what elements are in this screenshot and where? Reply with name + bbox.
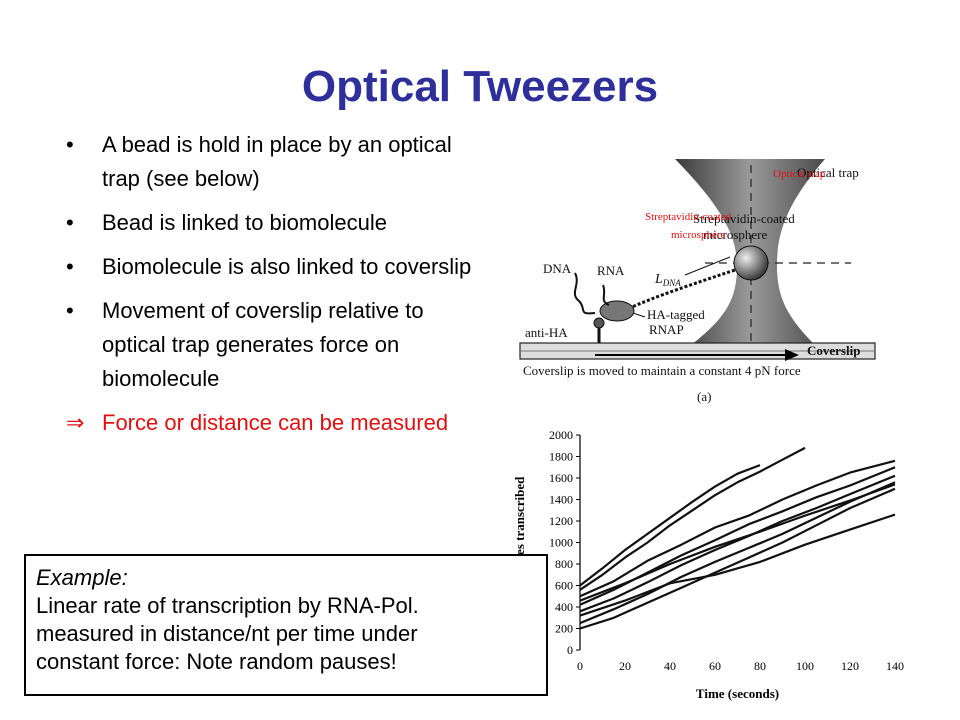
bullet-item: • Movement of coverslip relative to opti… [60, 294, 480, 396]
example-box: Example: Linear rate of transcription by… [24, 554, 548, 696]
y-tick-label: 1600 [549, 471, 573, 485]
y-tick-label: 800 [555, 557, 573, 571]
series-line [579, 487, 896, 630]
slide-title: Optical Tweezers [301, 62, 659, 111]
bullet-item: • Bead is linked to biomolecule [60, 206, 480, 240]
bullet-marker: • [66, 254, 74, 279]
series-line [579, 466, 896, 606]
bullet-list: • A bead is hold in place by an optical … [60, 128, 480, 450]
x-tick-label: 40 [664, 659, 676, 673]
label-optical-trap-red: Optical trap [773, 168, 826, 180]
x-tick-label: 100 [796, 659, 814, 673]
series-line [579, 446, 806, 591]
x-tick-label: 0 [577, 659, 583, 673]
bullet-item: • Biomolecule is also linked to coversli… [60, 250, 480, 284]
series-line [579, 459, 896, 598]
y-tick-label: 0 [567, 643, 573, 657]
x-axis-label: Time (seconds) [696, 686, 779, 701]
label-anti-ha: anti-HA [525, 325, 568, 340]
label-rnap: RNAP [649, 322, 684, 337]
bullet-marker: • [66, 298, 74, 323]
x-tick-label: 20 [619, 659, 631, 673]
example-line: Linear rate of transcription by RNA-Pol. [36, 593, 419, 618]
y-tick-label: 1400 [549, 493, 573, 507]
label-streptavidin-dark: Streptavidin-coated [693, 211, 795, 226]
series-line [579, 481, 896, 625]
x-tick-label: 140 [886, 659, 904, 673]
example-heading: Example: [36, 565, 128, 590]
series-line [579, 474, 896, 613]
series-line [579, 464, 761, 587]
transcription-chart: 0 200 400 600 800 1000 1200 1400 1600 1800 2000 0 20… [512, 428, 904, 701]
y-tick-label: 600 [555, 579, 573, 593]
series-line [579, 513, 896, 617]
label-streptavidin-red: Streptavidin-coated [645, 211, 732, 223]
x-tick-label: 60 [709, 659, 721, 673]
label-microsphere-red: microsphere [671, 229, 725, 241]
y-tick-label: 2000 [549, 428, 573, 442]
bullet-item-conclusion: ⇒ Force or distance can be measured [60, 406, 480, 440]
bullet-marker: • [66, 210, 74, 235]
bullet-text: Movement of coverslip relative to optica… [102, 298, 424, 391]
label-ha-tagged: HA-tagged [647, 307, 705, 322]
bullet-text: Bead is linked to biomolecule [102, 210, 387, 235]
y-tick-label: 400 [555, 600, 573, 614]
microsphere-bead [733, 245, 769, 281]
x-tick-label: 120 [841, 659, 859, 673]
optical-trap-diagram: Optical trap Streptavidin-coated microsp… [519, 159, 876, 404]
bullet-text: Biomolecule is also linked to coverslip [102, 254, 472, 279]
implies-arrow-icon: ⇒ [66, 410, 85, 435]
diagram-caption: Coverslip is moved to maintain a constan… [523, 363, 801, 378]
label-ldna: LDNA [654, 272, 681, 288]
label-optical-trap: Optical trap [797, 165, 859, 180]
example-line: constant force: Note random pauses! [36, 649, 397, 674]
panel-label: (a) [697, 389, 711, 404]
series-line [579, 483, 896, 602]
y-tick-label: 1000 [549, 536, 573, 550]
rnap-blob [599, 300, 635, 322]
example-line: measured in distance/nt per time under [36, 621, 418, 646]
label-microsphere-dark: microsphere [703, 227, 767, 242]
bullet-marker: • [66, 132, 74, 157]
bullet-text: Force or distance can be measured [102, 410, 449, 435]
label-coverslip: Coverslip [807, 343, 860, 358]
y-tick-label: 1800 [549, 450, 573, 464]
label-dna: DNA [543, 261, 572, 276]
y-tick-label: 200 [555, 622, 573, 636]
bullet-text: A bead is hold in place by an optical tr… [102, 132, 452, 191]
label-rna: RNA [597, 263, 625, 278]
x-tick-label: 80 [754, 659, 766, 673]
y-tick-label: 1200 [549, 514, 573, 528]
bullet-item: • A bead is hold in place by an optical … [60, 128, 480, 196]
